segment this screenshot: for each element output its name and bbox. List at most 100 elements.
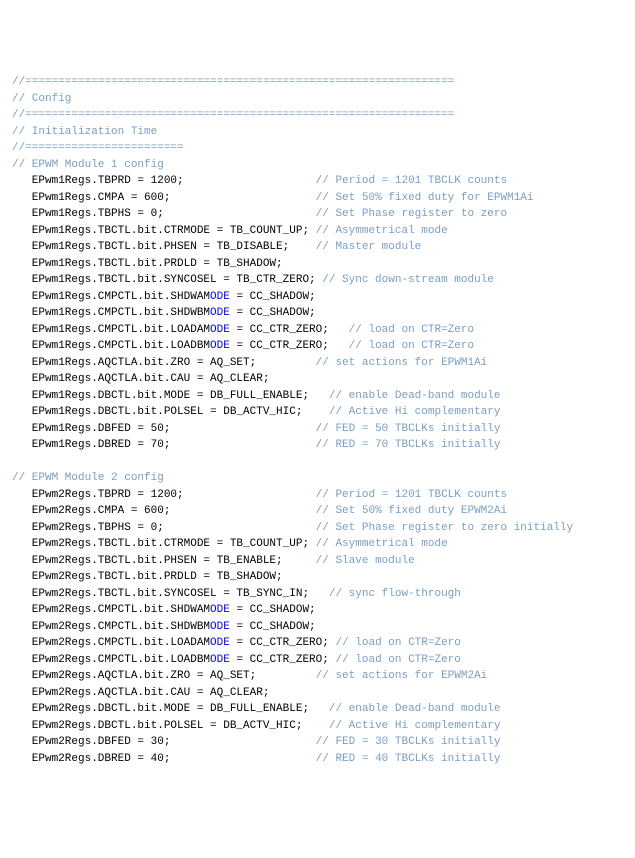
code-comment: // Master module [316,241,422,253]
code-comment: // Set Phase register to zero initially [316,522,573,534]
code-comment: // enable Dead-band module [329,703,501,715]
code-line: // Initialization Time [12,124,623,141]
code-line: EPwm2Regs.AQCTLA.bit.ZRO = AQ_SET; // se… [12,668,623,685]
code-text: = CC_CTR_ZERO; [230,654,336,666]
code-text: EPwm2Regs.CMPA = 600; [32,505,316,517]
code-line [12,454,623,471]
code-comment: // Asymmetrical mode [316,225,448,237]
code-text: EPwm1Regs.TBPHS = 0; [32,208,316,220]
code-line: EPwm2Regs.DBCTL.bit.MODE = DB_FULL_ENABL… [12,701,623,718]
code-comment: // FED = 30 TBCLKs initially [316,736,501,748]
code-text: EPwm2Regs.CMPCTL.bit.LOADBM [32,654,210,666]
code-text: EPwm2Regs.AQCTLA.bit.CAU = AQ_CLEAR; [32,687,270,699]
code-line: //======================== [12,140,623,157]
code-text: EPwm1Regs.TBCTL.bit.SYNCOSEL = TB_CTR_ZE… [32,274,322,286]
code-text: = CC_CTR_ZERO; [230,340,349,352]
code-comment: // RED = 70 TBCLKs initially [316,439,501,451]
code-comment: // Set 50% fixed duty for EPWM1Ai [316,192,534,204]
code-comment: // Set 50% fixed duty EPWM2Ai [316,505,507,517]
code-text: EPwm1Regs.TBCTL.bit.PHSEN = TB_DISABLE; [32,241,316,253]
code-text: EPwm1Regs.CMPA = 600; [32,192,316,204]
code-text: EPwm1Regs.CMPCTL.bit.LOADBM [32,340,210,352]
code-comment: // Slave module [316,555,415,567]
code-line: EPwm1Regs.TBCTL.bit.PHSEN = TB_DISABLE; … [12,239,623,256]
code-keyword: ODE [210,340,230,352]
code-comment: // Sync down-stream module [322,274,494,286]
code-text: EPwm2Regs.CMPCTL.bit.SHDWBM [32,621,210,633]
code-text: = CC_SHADOW; [230,307,316,319]
code-line: EPwm2Regs.TBPRD = 1200; // Period = 1201… [12,487,623,504]
code-keyword: ODE [210,324,230,336]
code-line: EPwm1Regs.CMPCTL.bit.LOADBMODE = CC_CTR_… [12,338,623,355]
code-text: EPwm1Regs.AQCTLA.bit.ZRO = AQ_SET; [32,357,316,369]
code-line: EPwm2Regs.CMPCTL.bit.SHDWBMODE = CC_SHAD… [12,619,623,636]
code-comment: // Initialization Time [12,126,157,138]
code-text: EPwm1Regs.DBFED = 50; [32,423,316,435]
code-keyword: ODE [210,621,230,633]
code-line: EPwm2Regs.CMPA = 600; // Set 50% fixed d… [12,503,623,520]
code-line: EPwm2Regs.TBCTL.bit.PRDLD = TB_SHADOW; [12,569,623,586]
code-text: EPwm1Regs.DBCTL.bit.POLSEL = DB_ACTV_HIC… [32,406,329,418]
code-text: EPwm2Regs.AQCTLA.bit.ZRO = AQ_SET; [32,670,316,682]
code-line: EPwm1Regs.CMPA = 600; // Set 50% fixed d… [12,190,623,207]
code-line: //======================================… [12,74,623,91]
code-line: EPwm1Regs.TBPRD = 1200; // Period = 1201… [12,173,623,190]
code-line: EPwm2Regs.TBCTL.bit.PHSEN = TB_ENABLE; /… [12,553,623,570]
code-text: EPwm2Regs.TBPRD = 1200; [32,489,316,501]
code-comment: // EPWM Module 1 config [12,159,164,171]
code-comment: //======================== [12,142,184,154]
code-line: // Config [12,91,623,108]
code-comment: // load on CTR=Zero [349,324,474,336]
code-comment: // load on CTR=Zero [349,340,474,352]
code-line: EPwm1Regs.CMPCTL.bit.SHDWBMODE = CC_SHAD… [12,305,623,322]
code-text: EPwm1Regs.TBCTL.bit.CTRMODE = TB_COUNT_U… [32,225,316,237]
code-line: EPwm2Regs.TBPHS = 0; // Set Phase regist… [12,520,623,537]
code-text: = CC_CTR_ZERO; [230,637,336,649]
code-line: EPwm1Regs.TBPHS = 0; // Set Phase regist… [12,206,623,223]
code-comment: // Set Phase register to zero [316,208,507,220]
code-comment: // Period = 1201 TBCLK counts [316,175,507,187]
code-line: EPwm1Regs.DBFED = 50; // FED = 50 TBCLKs… [12,421,623,438]
code-comment: // EPWM Module 2 config [12,472,164,484]
code-block: //======================================… [12,74,623,767]
code-comment: // Config [12,93,71,105]
code-line: EPwm1Regs.CMPCTL.bit.LOADAMODE = CC_CTR_… [12,322,623,339]
code-keyword: ODE [210,291,230,303]
code-text: EPwm1Regs.DBRED = 70; [32,439,316,451]
code-comment: //======================================… [12,76,454,88]
code-text: EPwm2Regs.DBCTL.bit.POLSEL = DB_ACTV_HIC… [32,720,329,732]
code-comment: // set actions for EPWM1Ai [316,357,488,369]
code-line: EPwm2Regs.AQCTLA.bit.CAU = AQ_CLEAR; [12,685,623,702]
code-line: EPwm2Regs.CMPCTL.bit.LOADBMODE = CC_CTR_… [12,652,623,669]
code-line: EPwm1Regs.TBCTL.bit.SYNCOSEL = TB_CTR_ZE… [12,272,623,289]
code-keyword: ODE [210,307,230,319]
code-line: EPwm1Regs.CMPCTL.bit.SHDWAMODE = CC_SHAD… [12,289,623,306]
code-line: EPwm2Regs.DBCTL.bit.POLSEL = DB_ACTV_HIC… [12,718,623,735]
code-keyword: ODE [210,654,230,666]
code-line: EPwm2Regs.CMPCTL.bit.LOADAMODE = CC_CTR_… [12,635,623,652]
code-comment: // sync flow-through [329,588,461,600]
code-text: EPwm2Regs.TBPHS = 0; [32,522,316,534]
code-line: EPwm2Regs.CMPCTL.bit.SHDWAMODE = CC_SHAD… [12,602,623,619]
code-keyword: ODE [210,637,230,649]
code-text: = CC_SHADOW; [230,621,316,633]
code-line: EPwm1Regs.TBCTL.bit.CTRMODE = TB_COUNT_U… [12,223,623,240]
code-comment: // set actions for EPWM2Ai [316,670,488,682]
code-keyword: ODE [210,604,230,616]
code-text: EPwm2Regs.TBCTL.bit.SYNCOSEL = TB_SYNC_I… [32,588,329,600]
code-comment: // enable Dead-band module [329,390,501,402]
code-text: EPwm1Regs.CMPCTL.bit.LOADAM [32,324,210,336]
code-text: EPwm1Regs.CMPCTL.bit.SHDWBM [32,307,210,319]
code-text: EPwm1Regs.DBCTL.bit.MODE = DB_FULL_ENABL… [32,390,329,402]
code-text: = CC_SHADOW; [230,604,316,616]
code-text: EPwm1Regs.TBPRD = 1200; [32,175,316,187]
code-line: EPwm1Regs.AQCTLA.bit.CAU = AQ_CLEAR; [12,371,623,388]
code-line: EPwm1Regs.DBRED = 70; // RED = 70 TBCLKs… [12,437,623,454]
code-line: // EPWM Module 1 config [12,157,623,174]
code-text: EPwm2Regs.TBCTL.bit.CTRMODE = TB_COUNT_U… [32,538,316,550]
code-text: EPwm1Regs.AQCTLA.bit.CAU = AQ_CLEAR; [32,373,270,385]
code-text [12,456,19,468]
code-text: EPwm2Regs.TBCTL.bit.PHSEN = TB_ENABLE; [32,555,316,567]
code-comment: // load on CTR=Zero [335,654,460,666]
code-line: //======================================… [12,107,623,124]
